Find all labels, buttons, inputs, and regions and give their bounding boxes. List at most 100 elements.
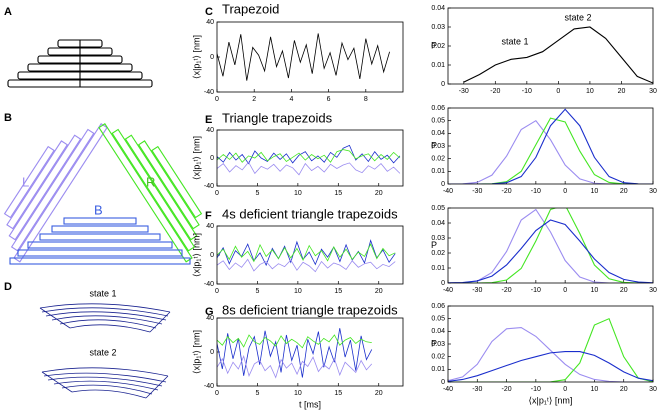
x-tick-label: 30 <box>649 88 657 95</box>
data-line <box>448 326 653 382</box>
y-tick-label: 0.03 <box>431 24 445 31</box>
x-tick-label: 10 <box>294 390 302 397</box>
y-tick-label: 0.05 <box>431 205 445 212</box>
data-line <box>217 328 373 378</box>
x-tick-label: -10 <box>522 88 532 95</box>
x-tick-label: 10 <box>294 288 302 295</box>
y-tick-label: 0.01 <box>431 62 445 69</box>
plot-frame <box>216 317 404 387</box>
y-tick-label: 40 <box>206 315 214 322</box>
y-tick-label: 0 <box>441 181 445 188</box>
x-tick-label: 6 <box>327 96 331 103</box>
x-tick-label: 10 <box>591 188 599 195</box>
data-line <box>448 219 653 283</box>
x-tick-label: -10 <box>531 287 541 294</box>
y-tick-label: -40 <box>204 89 214 96</box>
x-tick-label: 0 <box>215 96 219 103</box>
y-tick-label: 0 <box>210 349 214 356</box>
annotation: state 2 <box>564 12 591 22</box>
x-tick-label: 0 <box>563 188 567 195</box>
x-axis-label: t [ms] <box>299 399 321 409</box>
plot-frame <box>216 225 404 285</box>
x-tick-label: 30 <box>649 287 657 294</box>
diagram-label: B <box>94 202 103 217</box>
x-tick-label: 30 <box>649 188 657 195</box>
plot-frame <box>447 107 654 185</box>
y-tick-label: 0.06 <box>431 303 445 310</box>
chart-title: 4s deficient triangle trapezoids <box>222 206 398 221</box>
y-tick-label: 40 <box>206 127 214 134</box>
y-axis-label: ⟨x|p₁ᵗ⟩ [nm] <box>191 330 201 374</box>
y-axis-label: ⟨x|p₁ᵗ⟩ [nm] <box>191 233 201 277</box>
plot-frame <box>447 7 654 85</box>
data-line <box>217 355 373 379</box>
chart-title: 8s deficient triangle trapezoids <box>222 302 398 317</box>
y-tick-label: 0.05 <box>431 316 445 323</box>
data-line <box>217 144 401 165</box>
x-tick-label: 8 <box>364 96 368 103</box>
data-line <box>217 161 401 176</box>
diagram-label: state 1 <box>89 288 116 298</box>
y-tick-label: 0.01 <box>431 366 445 373</box>
x-tick-label: 0 <box>215 190 219 197</box>
plot-frame <box>447 305 654 383</box>
data-line <box>217 243 396 263</box>
data-line <box>217 258 396 273</box>
y-tick-label: 0.03 <box>431 341 445 348</box>
x-tick-label: -40 <box>443 188 453 195</box>
y-tick-label: 0 <box>441 379 445 386</box>
x-tick-label: 0 <box>556 88 560 95</box>
data-line <box>448 208 653 283</box>
panel-label: B <box>4 112 12 124</box>
x-tick-label: 20 <box>375 190 383 197</box>
trapezoid-diagram <box>7 39 153 88</box>
x-tick-label: 20 <box>620 188 628 195</box>
y-tick-label: 0.02 <box>431 250 445 257</box>
panel-label: D <box>4 281 12 293</box>
panel-label: G <box>205 306 214 318</box>
x-tick-label: -40 <box>443 386 453 393</box>
diagram-label: L <box>22 174 29 189</box>
plot-frame <box>216 129 404 187</box>
x-tick-label: -20 <box>502 188 512 195</box>
x-tick-label: 15 <box>334 190 342 197</box>
x-tick-label: -30 <box>472 287 482 294</box>
x-tick-label: 5 <box>255 390 259 397</box>
y-tick-label: 0 <box>210 155 214 162</box>
x-tick-label: 5 <box>255 190 259 197</box>
x-tick-label: 10 <box>591 386 599 393</box>
y-tick-label: 0.04 <box>431 220 445 227</box>
x-tick-label: -40 <box>443 287 453 294</box>
data-line <box>217 149 401 163</box>
y-axis-label: P <box>431 40 437 50</box>
x-tick-label: 10 <box>586 88 594 95</box>
y-tick-label: -40 <box>204 183 214 190</box>
panel-label: E <box>205 114 212 126</box>
x-tick-label: 5 <box>255 288 259 295</box>
data-line <box>463 26 653 84</box>
chart-title: Triangle trapezoids <box>222 110 333 125</box>
y-tick-label: 0.02 <box>431 43 445 50</box>
y-tick-label: 0 <box>210 54 214 61</box>
y-tick-label: 0.04 <box>431 5 445 12</box>
x-axis-label: ⟨x|p₁ᵗ⟩ [nm] <box>529 395 573 405</box>
y-tick-label: -40 <box>204 281 214 288</box>
x-tick-label: 20 <box>620 287 628 294</box>
x-tick-label: 20 <box>618 88 626 95</box>
y-tick-label: 0 <box>210 252 214 259</box>
y-axis-label: ⟨x|p₁ᵗ⟩ [nm] <box>191 136 201 180</box>
y-tick-label: 40 <box>206 223 214 230</box>
x-tick-label: 10 <box>294 190 302 197</box>
x-tick-label: 15 <box>334 390 342 397</box>
data-line <box>217 239 396 267</box>
data-line <box>448 108 653 184</box>
x-tick-label: 2 <box>252 96 256 103</box>
data-line <box>217 334 372 349</box>
x-tick-label: 20 <box>375 390 383 397</box>
y-tick-label: 0 <box>441 280 445 287</box>
x-tick-label: -20 <box>502 287 512 294</box>
y-tick-label: 0.01 <box>431 168 445 175</box>
x-tick-label: 15 <box>334 288 342 295</box>
y-tick-label: 0.01 <box>431 265 445 272</box>
plot-frame <box>447 207 654 284</box>
